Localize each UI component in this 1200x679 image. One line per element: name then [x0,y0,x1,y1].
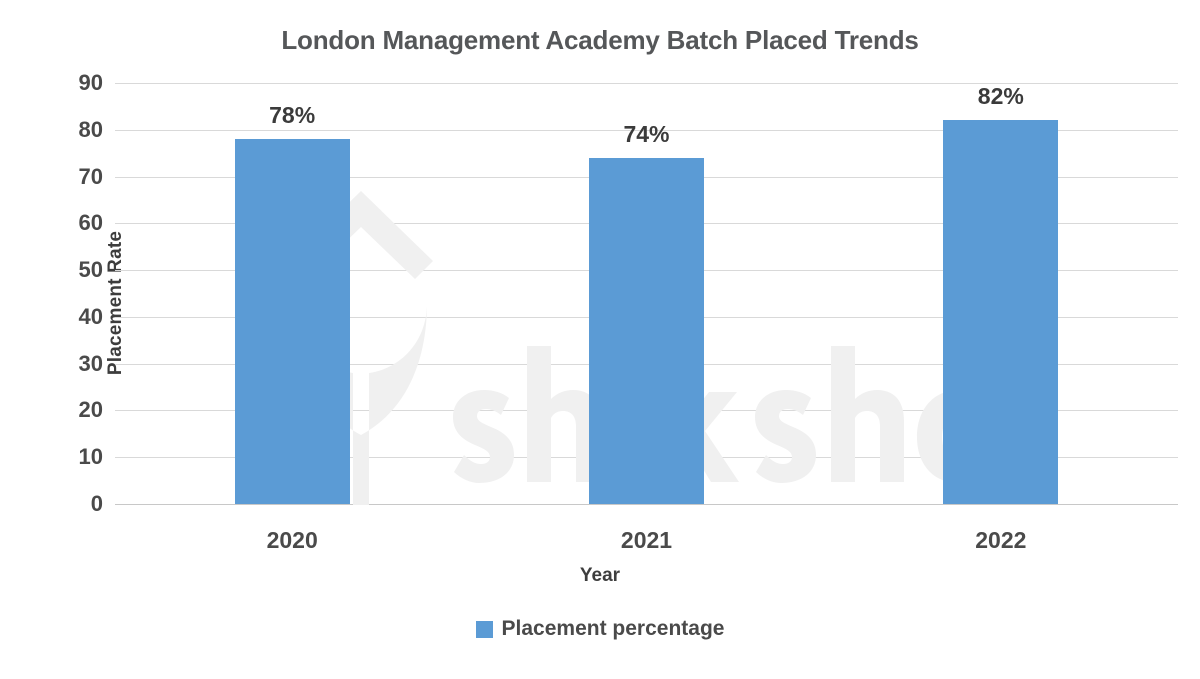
bar-value-label-2022: 82% [977,83,1024,110]
y-axis-tick-label: 70 [78,163,103,189]
y-axis-tick-label: 60 [78,210,103,236]
bar-2021 [589,157,704,504]
y-axis-tick-label: 80 [78,116,103,142]
y-axis-tick-label: 0 [90,491,103,516]
bar-value-label-2021: 74% [623,120,670,147]
y-axis-tick-label: 50 [78,257,103,283]
bar-2020 [234,139,350,504]
x-axis-tick-label-2021: 2021 [620,527,673,553]
x-axis-tick-label-2020: 2020 [266,527,318,553]
y-axis-tick-label: 20 [78,397,103,423]
y-axis-tick-label: 30 [78,350,103,376]
chart-legend: Placement percentage [0,617,1200,641]
gridline [115,83,1178,84]
chart-title: London Management Academy Batch Placed T… [281,25,919,55]
x-axis-tick-label-2022: 2022 [975,527,1027,553]
gridline [115,504,1178,505]
legend-swatch-icon [475,620,493,638]
bar-2022 [943,120,1059,504]
y-axis-tick-label: 90 [78,70,103,95]
y-axis-tick-label: 40 [78,303,103,329]
y-axis-tick-label: 10 [78,444,103,470]
legend-item-label: Placement percentage [501,617,725,640]
bar-value-label-2020: 78% [269,102,316,129]
x-axis-title: Year [579,565,621,586]
gridline [115,129,1178,131]
